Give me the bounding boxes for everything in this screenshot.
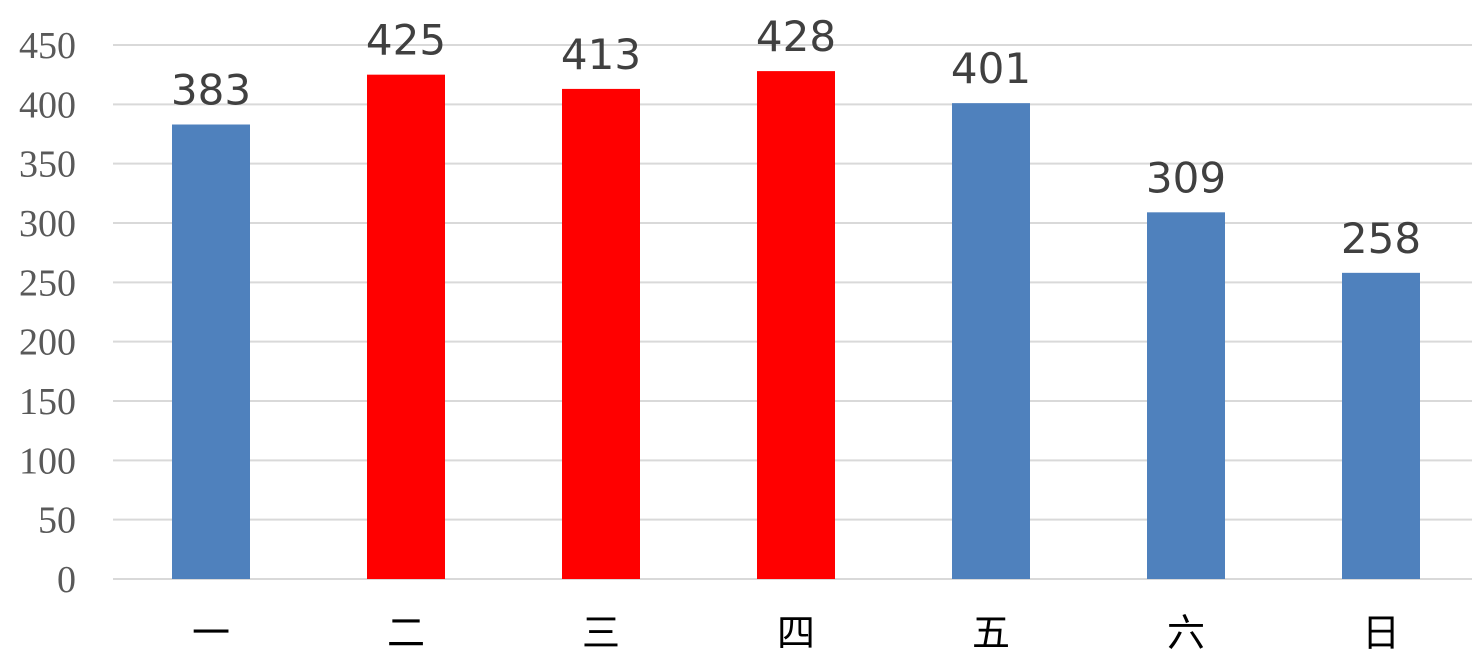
x-tick-label: 一 [192,611,230,652]
bar [757,71,835,580]
y-tick-label: 0 [57,559,76,601]
x-tick-label: 四 [777,611,815,652]
y-tick-label: 100 [19,440,76,482]
y-tick-label: 450 [19,25,76,67]
x-axis-tick-labels: 一二三四五六日 [192,611,1400,652]
data-labels: 383 425 413 428 401 309 258 [171,12,1421,263]
y-tick-label: 50 [38,500,76,542]
data-label: 413 [561,30,641,79]
y-tick-label: 400 [19,84,76,126]
bar [367,74,445,580]
y-tick-label: 300 [19,203,76,245]
y-tick-label: 350 [19,144,76,186]
x-tick-label: 日 [1362,611,1400,652]
bar [952,103,1030,579]
data-label: 258 [1341,214,1421,263]
x-tick-label: 三 [582,611,620,652]
y-tick-label: 150 [19,381,76,423]
bar [562,88,640,579]
data-label: 428 [756,12,836,61]
y-tick-label: 200 [19,322,76,364]
x-tick-label: 二 [387,611,425,652]
bars [172,71,1420,580]
y-axis-tick-labels: 0 50 100 150 200 250 300 350 400 450 [19,25,76,601]
y-tick-label: 250 [19,262,76,304]
data-label: 309 [1146,153,1226,202]
bar [172,124,250,580]
bar [1342,272,1420,579]
data-label: 401 [951,44,1031,93]
x-tick-label: 六 [1167,611,1205,652]
data-label: 425 [366,16,446,65]
bar [1147,212,1225,579]
x-tick-label: 五 [972,611,1010,652]
data-label: 383 [171,66,251,115]
